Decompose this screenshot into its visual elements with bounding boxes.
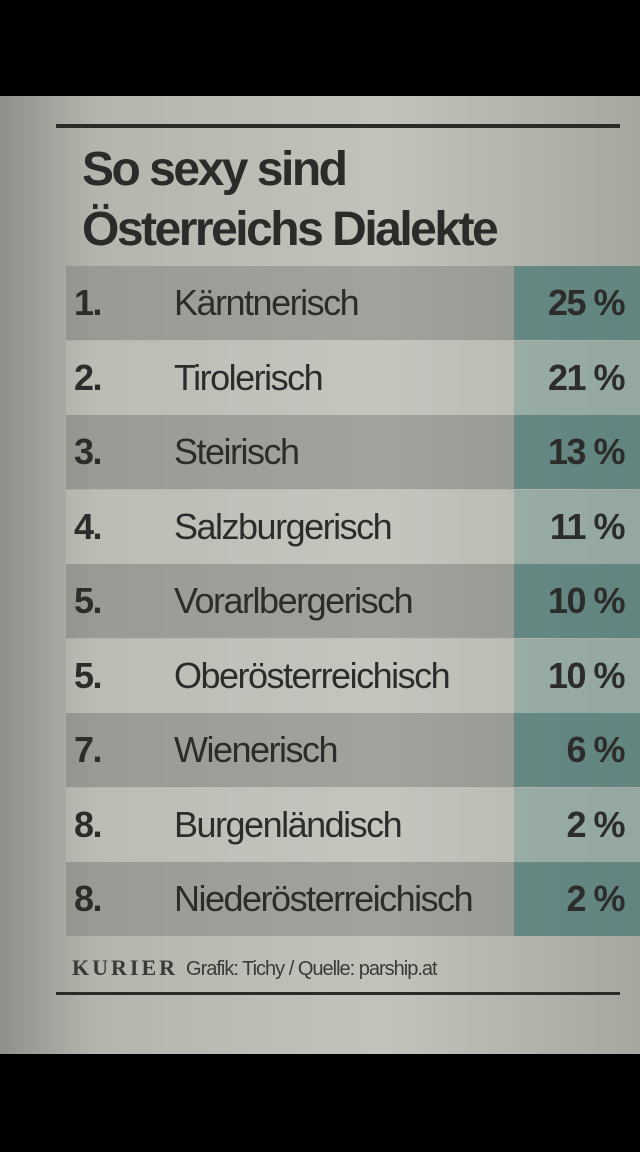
rank: 3. xyxy=(74,431,103,472)
table-row: 1. Kärntnerisch 25 % xyxy=(66,266,640,340)
title-line: So sexy sind xyxy=(82,143,348,196)
rank: 4. xyxy=(74,505,103,547)
name: Niederösterreichisch xyxy=(174,878,474,919)
name: Wienerisch xyxy=(174,729,339,770)
table-row: 2. Tirolerisch 21 % xyxy=(66,340,640,415)
table-row: 3. Steirisch 13 % xyxy=(66,415,640,489)
table-row: 8. Niederösterreichisch 2 % xyxy=(66,862,640,936)
name: Steirisch xyxy=(174,431,300,472)
share: 2 % xyxy=(514,862,640,936)
name: Vorarlbergerisch xyxy=(174,580,414,621)
share: 6 % xyxy=(514,713,640,787)
rank: 8. xyxy=(74,878,103,919)
top-rule xyxy=(56,124,620,128)
name: Burgenländisch xyxy=(174,803,403,845)
name: Salzburgerisch xyxy=(174,505,393,547)
title-line: Österreichs Dialekte xyxy=(82,203,499,256)
share: 10 % xyxy=(514,638,640,713)
table-row: 5. Vorarlbergerisch 10 % xyxy=(66,564,640,638)
table-row: 7. Wienerisch 6 % xyxy=(66,713,640,787)
rank: 2. xyxy=(74,356,103,398)
footer: KURIER Grafik: Tichy / Quelle: parship.at xyxy=(72,955,438,981)
table-row: 5. Oberösterreichisch 10 % xyxy=(66,638,640,713)
share: 2 % xyxy=(514,787,640,862)
name: Tirolerisch xyxy=(174,356,324,398)
name: Oberösterreichisch xyxy=(174,654,451,696)
bottom-rule xyxy=(56,992,620,995)
rank: 5. xyxy=(74,654,103,696)
share: 11 % xyxy=(514,489,640,564)
brand: KURIER xyxy=(72,955,179,980)
rank: 5. xyxy=(74,580,103,621)
rank: 8. xyxy=(74,803,103,845)
share: 13 % xyxy=(514,415,640,489)
name: Kärntnerisch xyxy=(174,282,360,323)
share: 10 % xyxy=(514,564,640,638)
credit: Grafik: Tichy / Quelle: parship.at xyxy=(186,958,438,980)
rank: 1. xyxy=(74,282,103,323)
table-row: 4. Salzburgerisch 11 % xyxy=(66,489,640,564)
rank: 7. xyxy=(74,729,103,770)
table-row: 8. Burgenländisch 2 % xyxy=(66,787,640,862)
share: 25 % xyxy=(514,266,640,340)
share: 21 % xyxy=(514,340,640,415)
